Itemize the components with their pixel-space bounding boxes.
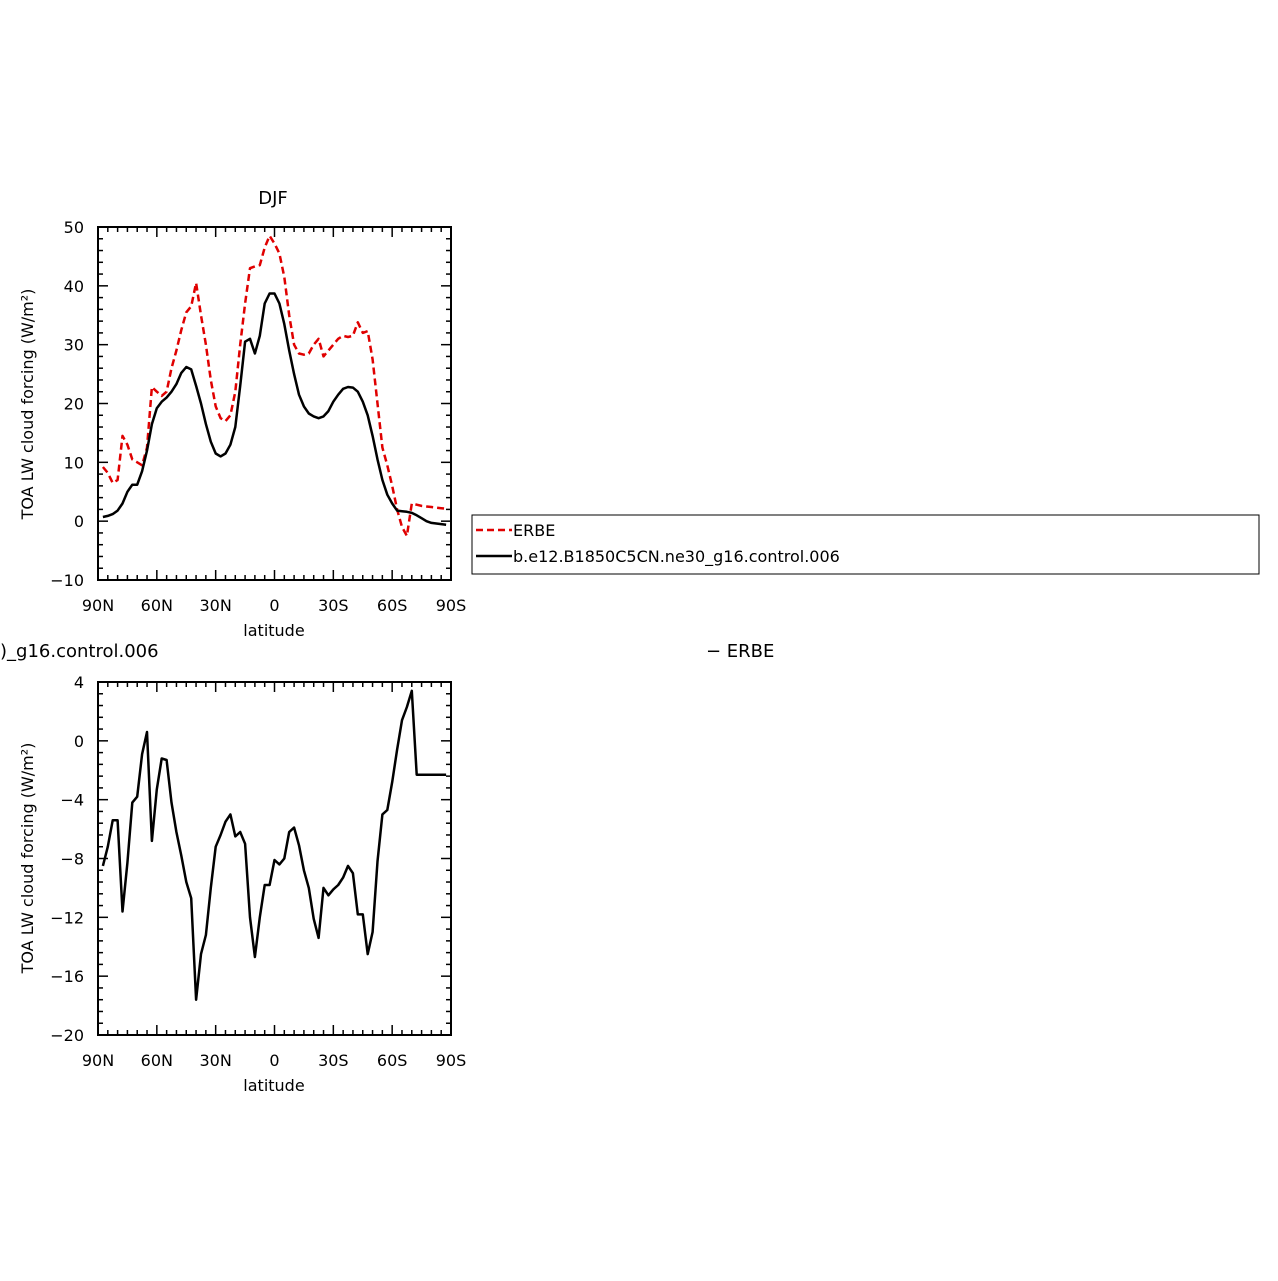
x-tick-label: 90S — [436, 1051, 467, 1070]
plot-marks — [101, 689, 447, 1001]
plot-marks — [101, 234, 447, 538]
x-axis-label: latitude — [243, 621, 304, 640]
series-line-model — [101, 689, 447, 1001]
y-tick-label: −4 — [60, 791, 84, 810]
panel-title: DJF — [258, 188, 288, 209]
y-tick-label: 20 — [64, 395, 84, 414]
x-tick-label: 30N — [200, 1051, 232, 1070]
x-tick-label: 60N — [141, 596, 173, 615]
y-tick-label: −12 — [50, 908, 84, 927]
x-axis-label: latitude — [243, 1076, 304, 1095]
legend-label-model: b.e12.B1850C5CN.ne30_g16.control.006 — [513, 547, 840, 567]
y-tick-label: 40 — [64, 277, 84, 296]
panel-title-right: − ERBE — [706, 641, 774, 662]
y-tick-label: 0 — [74, 512, 84, 531]
x-tick-label: 90N — [82, 596, 114, 615]
x-tick-label: 90N — [82, 1051, 114, 1070]
y-tick-label: −16 — [50, 967, 84, 986]
y-tick-label: −10 — [50, 571, 84, 590]
x-tick-label: 30S — [318, 1051, 349, 1070]
x-tick-label: 90S — [436, 596, 467, 615]
y-tick-label: 30 — [64, 336, 84, 355]
panel-title-left: )_g16.control.006 — [0, 641, 159, 662]
axis-ticks: 90N 60N 30N 0 30S 60S 90S −20 −16 −12 −8 −4 0 4 — [50, 673, 466, 1070]
y-axis-label: TOA LW cloud forcing (W/m²) — [18, 289, 37, 521]
y-tick-label: 0 — [74, 732, 84, 751]
y-tick-label: 50 — [64, 218, 84, 237]
y-tick-label: 10 — [64, 453, 84, 472]
x-tick-label: 0 — [269, 596, 279, 615]
legend: ERBE b.e12.B1850C5CN.ne30_g16.control.00… — [471, 514, 1260, 575]
y-tick-label: −8 — [60, 850, 84, 869]
y-tick-label: 4 — [74, 673, 84, 692]
x-tick-label: 30S — [318, 596, 349, 615]
legend-box — [471, 514, 1260, 575]
x-tick-label: 30N — [200, 596, 232, 615]
plot-frame — [97, 681, 452, 1036]
series-line-model — [102, 292, 447, 526]
difference-panel: )_g16.control.006 − ERBE 90N 60N 30N 0 30S 60… — [0, 641, 774, 1095]
legend-label-erbe: ERBE — [513, 521, 555, 540]
y-axis-label: TOA LW cloud forcing (W/m²) — [18, 743, 37, 975]
axis-ticks: 90N 60N 30N 0 30S 60S 90S −10 0 10 20 30 40 50 — [50, 218, 466, 615]
djf-panel: DJF 90N 60N 30N 0 30S 60S 90S −10 0 10 20 30 40 50 la… — [18, 188, 466, 640]
x-tick-label: 60N — [141, 1051, 173, 1070]
y-tick-label: −20 — [50, 1026, 84, 1045]
x-tick-label: 0 — [269, 1051, 279, 1070]
x-tick-label: 60S — [377, 596, 408, 615]
series-line-erbe — [101, 234, 447, 538]
x-tick-label: 60S — [377, 1051, 408, 1070]
